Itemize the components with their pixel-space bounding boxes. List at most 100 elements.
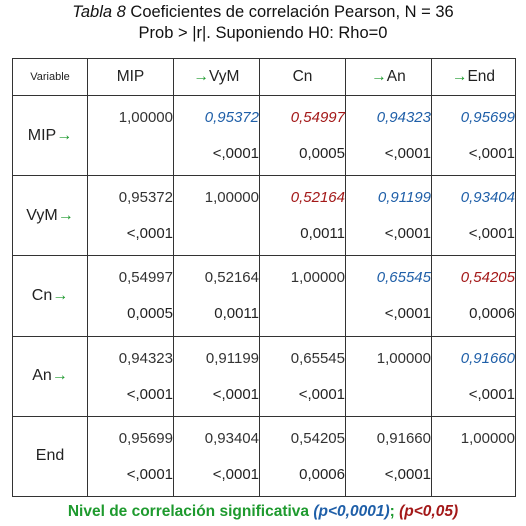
table-cell: 1,00000	[87, 94, 174, 177]
arrow-icon: →	[451, 68, 468, 85]
caption-line-1: Tabla 8 Coeficientes de correlación Pear…	[0, 2, 526, 23]
col-header-label: An	[386, 68, 406, 85]
table-cell: 0,52164 0,0011	[259, 175, 346, 257]
col-header-end: →End	[431, 58, 516, 96]
arrow-icon: →	[52, 286, 69, 304]
table-cell: 0,54205 0,0006	[431, 255, 516, 337]
arrow-icon: →	[57, 206, 74, 224]
note-text: Nivel de correlación significativa	[67, 503, 310, 520]
coefficient-value: 0,94323	[118, 349, 173, 367]
significance-note: Nivel de correlación significativa (p<0,…	[0, 503, 526, 521]
p-value: <,0001	[384, 225, 431, 243]
coefficient-value: 0,54997	[118, 269, 173, 287]
note-high-significance: (p<0,0001)	[313, 503, 390, 520]
p-value: 0,0006	[299, 465, 345, 483]
table-cell: 0,94323 <,0001	[345, 94, 432, 177]
row-header-label: End	[35, 447, 65, 465]
table-cell: 1,00000	[345, 335, 432, 417]
col-header-label: VyM	[209, 68, 240, 85]
coefficient-value: 0,54205	[290, 429, 345, 447]
table-cell: 0,65545 <,0001	[259, 335, 346, 417]
p-value: 0,0011	[214, 305, 259, 323]
coefficient-value: 1,00000	[290, 269, 345, 287]
row-header-end: End	[12, 415, 88, 498]
table-cell: 0,52164 0,0011	[173, 255, 260, 337]
p-value: <,0001	[298, 385, 345, 403]
p-value: <,0001	[468, 385, 515, 403]
coefficient-value: 0,91660	[460, 349, 515, 367]
col-header-label: MIP	[116, 68, 145, 85]
coefficient-value: 0,54997	[290, 109, 345, 126]
col-header-an: →An	[345, 58, 432, 96]
row-header-cn: Cn→	[12, 255, 88, 337]
table-row-cn: Cn→ 0,54997 0,0005 0,52164 0,0011 1,00000 …	[12, 255, 516, 337]
table-cell: 0,93404 <,0001	[431, 175, 516, 257]
table-row-mip: MIP→ 1,00000 0,95372 <,0001 0,54997 0,0005…	[12, 94, 516, 177]
coefficient-value: 0,95372	[118, 189, 173, 207]
coefficient-value: 0,93404	[460, 189, 515, 207]
coefficient-value: 1,00000	[204, 189, 259, 207]
note-separator: ;	[389, 503, 395, 520]
table-cell: 0,91660 <,0001	[431, 335, 516, 417]
coefficient-value: 0,91199	[377, 189, 431, 207]
table-row-an: An→ 0,94323 <,0001 0,91199 <,0001 0,65545 <…	[12, 335, 516, 417]
row-header-label: VyM	[26, 206, 58, 224]
table-cell: 0,95699 <,0001	[431, 94, 516, 177]
table-caption: Tabla 8 Coeficientes de correlación Pear…	[0, 2, 526, 44]
col-header-vym: →VyM	[173, 58, 260, 96]
row-header-vym: VyM→	[12, 175, 88, 257]
table-cell: 1,00000	[431, 415, 516, 498]
coefficient-value: 1,00000	[376, 349, 431, 367]
col-header-label: End	[467, 68, 496, 85]
table-cell: 1,00000	[173, 175, 260, 257]
header-row: Variable MIP →VyM Cn →An →End	[12, 58, 516, 96]
p-value: <,0001	[384, 465, 431, 483]
table-row-vym: VyM→ 0,95372 <,0001 1,00000 0,52164 0,0011…	[12, 175, 516, 257]
p-value	[88, 144, 173, 164]
p-value: <,0001	[126, 465, 173, 483]
coefficient-value: 0,93404	[204, 429, 259, 447]
header-variable: Variable	[12, 58, 88, 96]
coefficient-value: 0,95699	[118, 429, 173, 447]
note-low-significance: (p<0,05)	[399, 503, 459, 520]
p-value: 0,0011	[300, 225, 345, 243]
col-header-cn: Cn	[259, 58, 346, 96]
p-value	[260, 304, 345, 324]
coefficient-value: 0,91199	[205, 349, 259, 367]
p-value: <,0001	[212, 145, 259, 162]
arrow-icon: →	[56, 126, 73, 144]
table-cell: 0,54997 0,0005	[87, 255, 174, 337]
table-cell: 1,00000	[259, 255, 346, 337]
p-value: <,0001	[126, 385, 173, 403]
row-header-mip: MIP→	[12, 94, 88, 177]
p-value: <,0001	[126, 225, 173, 243]
row-header-label: An	[32, 367, 52, 385]
coefficient-value: 0,91660	[376, 429, 431, 447]
table-cell: 0,54997 0,0005	[259, 94, 346, 177]
table-number: Tabla 8	[72, 3, 126, 21]
p-value: 0,0005	[127, 305, 173, 323]
row-header-an: An→	[12, 335, 88, 417]
p-value: <,0001	[212, 385, 259, 403]
p-value: <,0001	[212, 465, 259, 483]
coefficient-value: 0,65545	[376, 269, 431, 287]
coefficient-value: 0,95372	[204, 109, 259, 126]
row-header-label: MIP	[27, 126, 57, 144]
p-value: 0,0005	[299, 145, 345, 162]
table-cell: 0,93404 <,0001	[173, 415, 260, 498]
row-header-label: Cn	[31, 286, 53, 304]
coefficient-value: 1,00000	[118, 109, 173, 126]
table-cell: 0,91660 <,0001	[345, 415, 432, 498]
table-cell: 0,95372 <,0001	[87, 175, 174, 257]
col-header-label: Cn	[292, 68, 313, 85]
p-value: <,0001	[468, 225, 515, 243]
table-cell: 0,94323 <,0001	[87, 335, 174, 417]
p-value: 0,0006	[469, 305, 515, 323]
p-value	[346, 385, 431, 405]
coefficient-value: 0,52164	[290, 189, 345, 207]
table-cell: 0,54205 0,0006	[259, 415, 346, 498]
p-value: <,0001	[468, 145, 515, 162]
p-value	[174, 224, 259, 244]
caption-line-2: Prob > |r|. Suponiendo H0: Rho=0	[138, 24, 388, 42]
coefficient-value: 0,54205	[460, 269, 515, 287]
